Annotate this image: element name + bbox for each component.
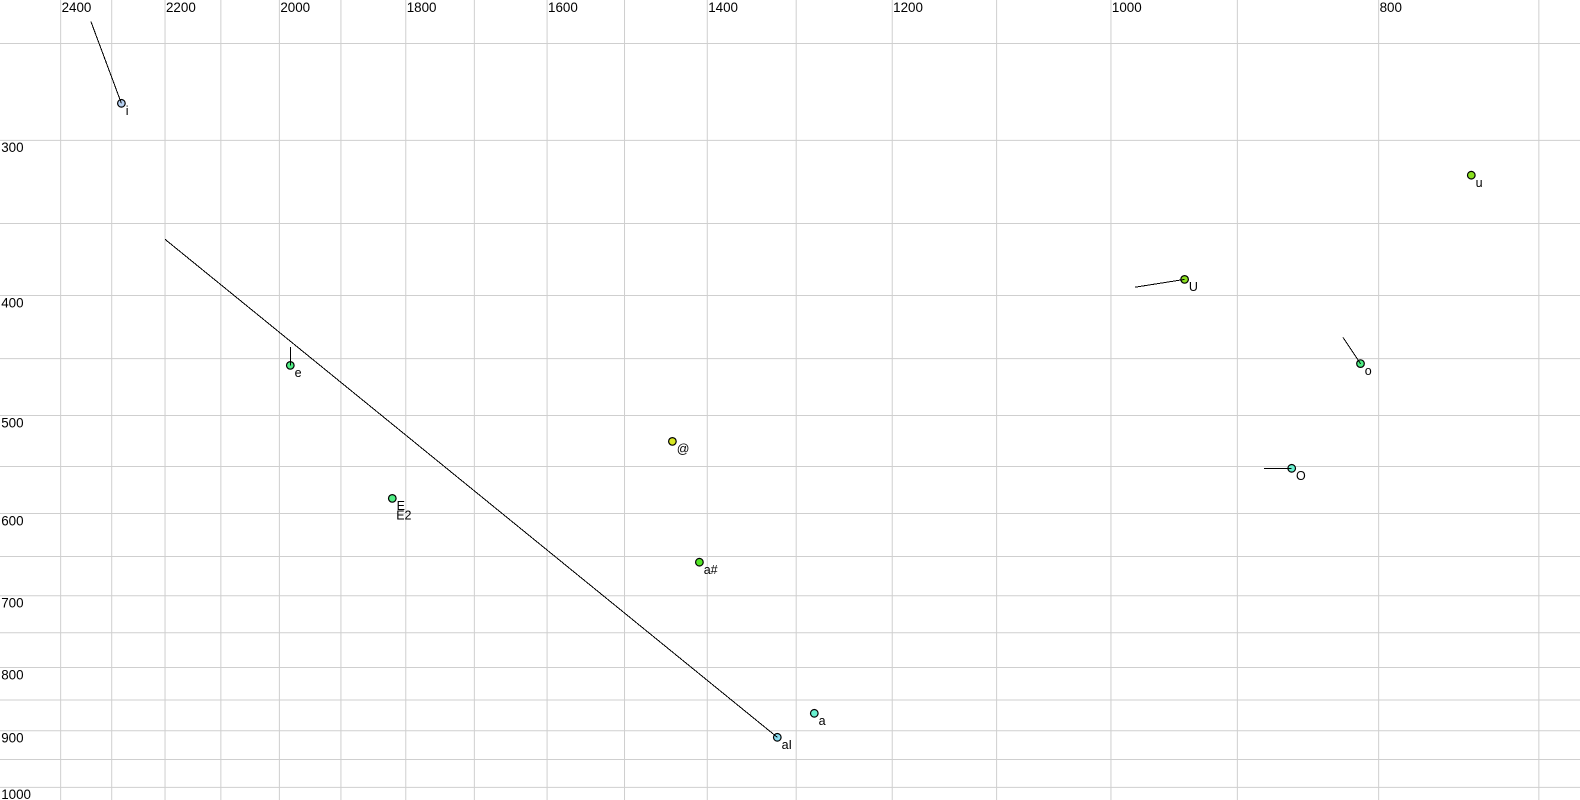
svg-text:1800: 1800 bbox=[407, 0, 437, 15]
svg-text:300: 300 bbox=[1, 140, 23, 155]
svg-text:1200: 1200 bbox=[893, 0, 923, 15]
svg-text:1600: 1600 bbox=[548, 0, 578, 15]
svg-text:aI: aI bbox=[782, 738, 792, 752]
svg-text:1000: 1000 bbox=[1, 787, 31, 800]
svg-text:500: 500 bbox=[1, 415, 23, 430]
svg-text:u: u bbox=[1476, 176, 1483, 190]
svg-text:E: E bbox=[397, 499, 405, 513]
svg-text:e: e bbox=[295, 366, 302, 380]
svg-text:800: 800 bbox=[1, 667, 23, 682]
svg-text:O: O bbox=[1296, 469, 1306, 483]
svg-text:a#: a# bbox=[704, 563, 718, 577]
svg-text:2000: 2000 bbox=[280, 0, 310, 15]
svg-text:800: 800 bbox=[1380, 0, 1402, 15]
svg-text:o: o bbox=[1365, 364, 1372, 378]
svg-text:2200: 2200 bbox=[166, 0, 196, 15]
svg-text:2400: 2400 bbox=[62, 0, 92, 15]
svg-text:U: U bbox=[1189, 280, 1198, 294]
svg-text:900: 900 bbox=[1, 731, 23, 746]
svg-text:400: 400 bbox=[1, 295, 23, 310]
svg-text:1000: 1000 bbox=[1112, 0, 1142, 15]
svg-text:i: i bbox=[126, 104, 129, 118]
svg-text:@: @ bbox=[677, 442, 690, 456]
svg-text:1400: 1400 bbox=[708, 0, 738, 15]
svg-text:600: 600 bbox=[1, 513, 23, 528]
svg-text:E2: E2 bbox=[396, 508, 411, 522]
svg-text:a: a bbox=[819, 714, 826, 728]
svg-text:700: 700 bbox=[1, 596, 23, 611]
